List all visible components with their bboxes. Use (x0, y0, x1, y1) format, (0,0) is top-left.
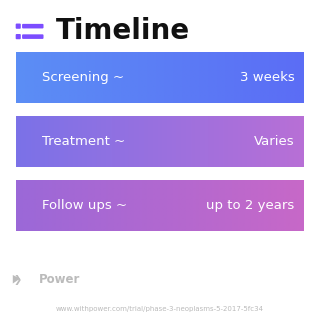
Text: Screening ~: Screening ~ (42, 71, 124, 84)
FancyBboxPatch shape (22, 24, 44, 28)
Text: 3 weeks: 3 weeks (240, 71, 294, 84)
Text: Varies: Varies (254, 135, 294, 148)
Text: Treatment ~: Treatment ~ (42, 135, 125, 148)
FancyBboxPatch shape (22, 34, 44, 39)
Polygon shape (13, 275, 20, 284)
Text: ❯: ❯ (13, 275, 22, 284)
FancyBboxPatch shape (16, 34, 21, 39)
Text: www.withpower.com/trial/phase-3-neoplasms-5-2017-5fc34: www.withpower.com/trial/phase-3-neoplasm… (56, 306, 264, 312)
Text: Power: Power (38, 273, 80, 286)
FancyBboxPatch shape (16, 24, 21, 29)
Text: Follow ups ~: Follow ups ~ (42, 199, 127, 212)
Text: up to 2 years: up to 2 years (206, 199, 294, 212)
Text: Timeline: Timeline (56, 17, 190, 45)
